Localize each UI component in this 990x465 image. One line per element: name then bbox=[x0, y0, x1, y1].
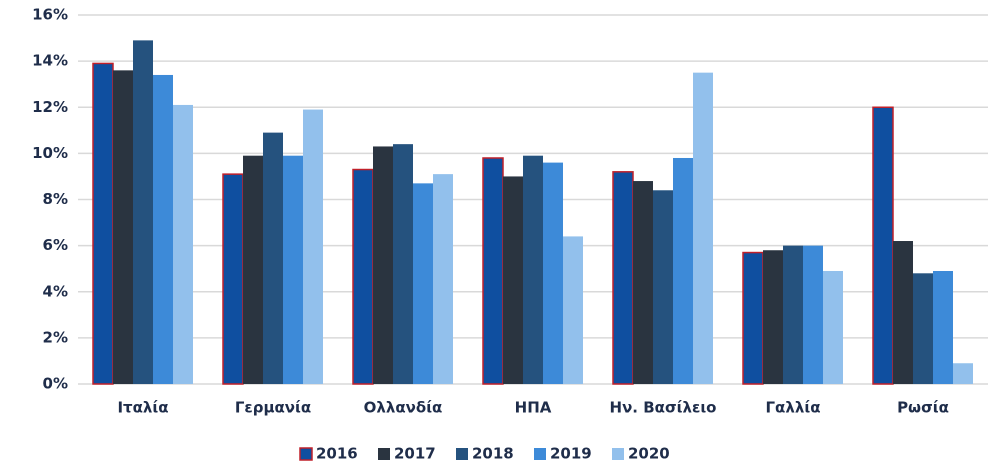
y-tick-label: 0% bbox=[43, 375, 68, 393]
bar bbox=[263, 132, 283, 384]
legend-label: 2017 bbox=[394, 445, 436, 463]
legend-swatch bbox=[378, 448, 390, 460]
legend-label: 2019 bbox=[550, 445, 592, 463]
bar bbox=[693, 72, 713, 384]
bar bbox=[352, 168, 374, 385]
bar bbox=[893, 241, 913, 384]
x-tick-label: Ρωσία bbox=[897, 399, 949, 417]
x-tick-label: Ην. Βασίλειο bbox=[610, 399, 717, 417]
bar bbox=[612, 171, 634, 385]
y-tick-label: 14% bbox=[32, 52, 68, 70]
y-tick-label: 10% bbox=[32, 144, 68, 162]
y-tick-label: 8% bbox=[43, 190, 68, 208]
bar bbox=[243, 155, 263, 384]
bar bbox=[523, 155, 543, 384]
legend-swatch bbox=[534, 448, 546, 460]
bar bbox=[503, 176, 523, 384]
bar bbox=[933, 270, 953, 384]
bar bbox=[133, 40, 153, 385]
bar bbox=[482, 157, 504, 385]
bar bbox=[763, 250, 783, 384]
x-tick-label: Γαλλία bbox=[766, 399, 821, 417]
bar bbox=[913, 273, 933, 384]
bar bbox=[803, 245, 823, 384]
bar bbox=[92, 62, 114, 385]
bar bbox=[303, 109, 323, 385]
bar bbox=[742, 251, 764, 385]
y-tick-label: 6% bbox=[43, 236, 68, 254]
bar bbox=[563, 236, 583, 384]
bar bbox=[113, 70, 133, 384]
bar bbox=[373, 146, 393, 384]
bar bbox=[413, 183, 433, 384]
legend-swatch bbox=[612, 448, 624, 460]
bar bbox=[953, 363, 973, 384]
bar bbox=[633, 181, 653, 384]
bar bbox=[673, 157, 693, 384]
y-tick-label: 16% bbox=[32, 6, 68, 24]
legend-label: 2016 bbox=[316, 445, 358, 463]
x-tick-label: Ολλανδία bbox=[364, 399, 443, 417]
legend-label: 2020 bbox=[628, 445, 670, 463]
legend-swatch bbox=[299, 447, 313, 461]
bar bbox=[653, 190, 673, 384]
x-tick-label: Γερμανία bbox=[235, 399, 311, 417]
bar bbox=[222, 173, 244, 385]
bar bbox=[783, 245, 803, 384]
y-tick-label: 4% bbox=[43, 282, 68, 300]
x-tick-label: Ιταλία bbox=[117, 399, 168, 417]
bar bbox=[433, 174, 453, 384]
bar bbox=[872, 106, 894, 385]
y-tick-label: 2% bbox=[43, 328, 68, 346]
bar bbox=[823, 270, 843, 384]
x-tick-label: ΗΠΑ bbox=[515, 399, 552, 417]
bar bbox=[153, 74, 173, 385]
bar bbox=[283, 155, 303, 384]
legend-swatch bbox=[456, 448, 468, 460]
legend-label: 2018 bbox=[472, 445, 514, 463]
bar bbox=[393, 144, 413, 384]
bar bbox=[543, 162, 563, 384]
y-tick-label: 12% bbox=[32, 98, 68, 116]
bar bbox=[173, 104, 193, 384]
